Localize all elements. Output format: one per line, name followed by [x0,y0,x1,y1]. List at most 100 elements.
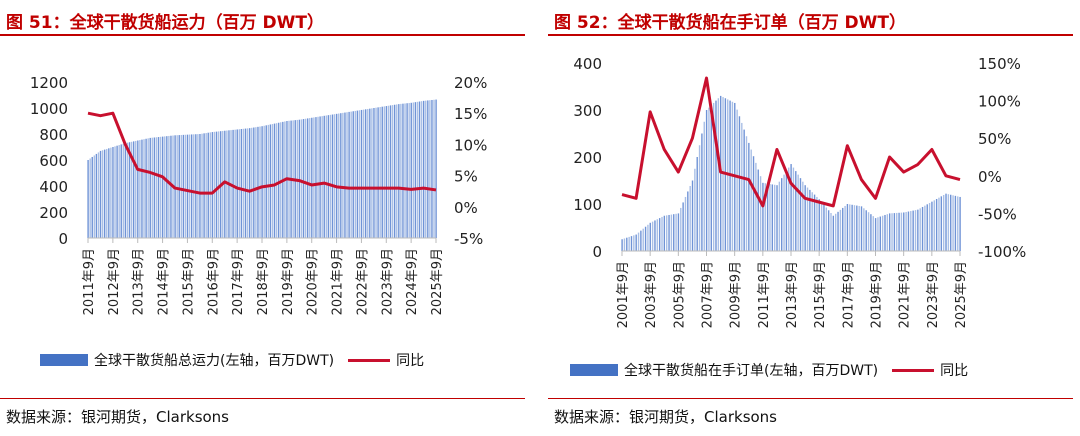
bar [367,108,369,238]
bar [755,162,757,251]
bar [224,130,226,238]
y2-tick-label: -100% [978,243,1026,261]
bar [319,116,321,238]
x-tick-label: 2014年9月 [157,248,172,315]
y-tick-label: 200 [573,149,602,167]
bar [240,129,243,238]
y2-tick-label: 100% [978,93,1021,111]
bar [870,214,872,251]
bar [269,124,272,238]
bar [362,109,365,238]
bar [689,185,691,251]
bar [400,103,402,238]
bar [261,126,263,238]
bar [159,136,162,238]
source-note: 数据来源：银河期货，Clarksons [6,408,230,426]
bar [633,235,635,251]
bar [118,145,120,238]
bar [651,221,654,251]
chart-orderbook: 400 300 200 100 0 150% 100% 50% 0% -50% -100% 2001年… [573,55,1026,328]
bar [321,116,323,238]
bar [199,134,201,238]
bar [176,135,178,238]
bar [329,114,332,238]
bar [87,160,89,238]
bar [385,106,388,238]
bar [858,205,860,251]
bar [712,102,715,251]
bar [903,212,905,251]
bar [935,198,938,251]
x-tick-label: 2007年9月 [701,261,716,328]
bar [116,145,118,238]
bar [851,204,853,251]
bar [710,105,712,251]
legend-bar-swatch [570,364,618,376]
bar [93,155,96,238]
bar [827,210,830,251]
x-tick-label: 2013年9月 [785,261,800,328]
bar [849,204,851,251]
bar [942,194,945,251]
x-tick-label: 2011年9月 [757,261,772,328]
bar [340,113,342,238]
bar [402,103,404,238]
y-tick-label: 400 [39,178,68,196]
bar [132,141,135,238]
bar [265,125,267,238]
x-tick-label: 2019年9月 [870,261,885,328]
bar [433,99,435,238]
bar [900,212,903,251]
bar [931,201,933,251]
legend-bar-swatch [40,354,88,366]
bar [335,113,338,238]
bar [844,205,846,251]
bar [957,196,959,251]
x-tick-label: 2017年9月 [231,248,246,315]
legend-line-label: 同比 [940,363,969,379]
bar [126,142,129,238]
bar [427,100,429,238]
y-tick-label: 300 [573,102,602,120]
bar [705,110,708,251]
bar [898,212,900,251]
bar [155,137,158,238]
bar [912,210,914,251]
bar [630,236,633,251]
bar [745,136,748,251]
bar [263,125,265,238]
bar [342,112,344,238]
bar [315,117,317,238]
legend-line-label: 同比 [396,353,425,369]
bar [379,107,381,239]
bar [381,106,383,238]
bar [389,105,392,239]
bar [797,174,799,251]
bar [246,128,249,238]
x-tick-label: 2017年9月 [841,261,856,328]
x-tick-label: 2023年9月 [380,248,395,315]
bar [853,205,856,251]
bar [694,168,696,251]
bar [302,119,305,238]
bar [886,214,889,251]
bar [877,217,879,251]
bar [151,137,154,238]
legend-bar-label: 全球干散货船总运力(左轴，百万DWT) [94,353,335,369]
bar [114,146,116,238]
x-tick-label: 2003年9月 [644,261,659,328]
bar [773,184,776,251]
bar [195,134,197,238]
panel-orderbook: 图 52：全球干散货船在手订单（百万 DWT） 400 300 200 100 0 150… [548,0,1073,436]
source-note: 数据来源：银河期货，Clarksons [554,408,778,426]
bar [776,185,778,251]
bar [277,122,280,238]
bar [391,105,394,238]
bar [649,222,651,251]
bar [435,99,437,238]
chart-title: 图 51：全球干散货船运力（百万 DWT） [6,13,324,33]
bar [891,213,893,251]
x-tick-label: 2012年9月 [107,248,122,315]
bar [856,205,858,251]
y2-tick-label: 50% [978,130,1011,148]
